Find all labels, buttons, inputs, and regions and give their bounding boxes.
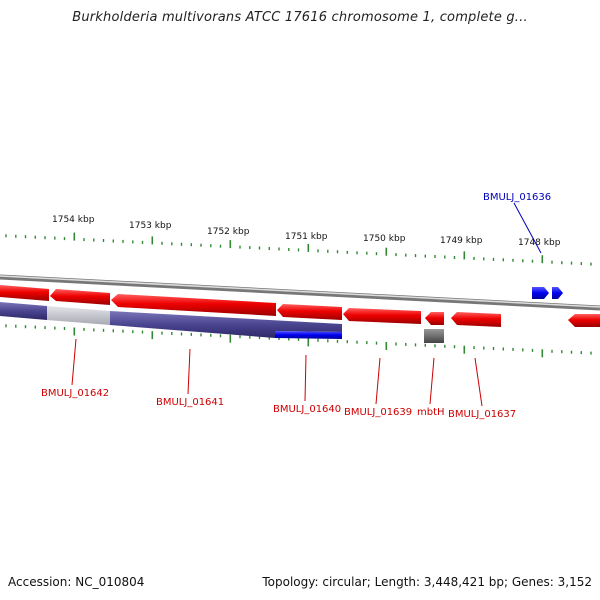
backbone-ring — [0, 274, 600, 311]
leader-line-01640 — [304, 354, 307, 402]
leader-line-01637 — [474, 357, 483, 407]
leader-line-01641 — [187, 348, 191, 395]
scale-label-1748: 1748 kbp — [518, 238, 561, 248]
scale-label-1749: 1749 kbp — [440, 236, 483, 246]
cds-arrow-mbth[interactable] — [425, 312, 444, 325]
gene-label-bmulj-01641[interactable]: BMULJ_01641 — [156, 397, 224, 408]
leader-line-mbth — [429, 357, 435, 405]
gene-label-bmulj-01640[interactable]: BMULJ_01640 — [273, 404, 341, 415]
scale-labels: 1754 kbp 1753 kbp 1752 kbp 1751 kbp 1750… — [52, 215, 561, 248]
feature-gray-block[interactable] — [424, 329, 444, 343]
feature-blue-segment[interactable] — [275, 331, 342, 339]
accession-text: Accession: NC_010804 — [8, 575, 145, 589]
gene-labels[interactable]: BMULJ_01642 BMULJ_01641 BMULJ_01640 BMUL… — [41, 192, 551, 420]
map-title: Burkholderia multivorans ATCC 17616 chro… — [72, 10, 528, 25]
gene-arrow-bmulj-01636-a[interactable] — [532, 287, 549, 299]
leader-lines — [71, 202, 542, 407]
gene-label-bmulj-01637[interactable]: BMULJ_01637 — [448, 409, 516, 420]
cds-arrow-right-edge[interactable] — [568, 314, 600, 327]
cds-arrow-bmulj-01637[interactable] — [451, 312, 501, 327]
cds-arrow-5[interactable] — [343, 308, 421, 324]
leader-line-01642 — [71, 338, 77, 386]
forward-genes[interactable] — [532, 287, 563, 299]
feature-purple-long[interactable] — [110, 311, 342, 338]
cds-arrow-2[interactable] — [50, 289, 110, 305]
backbone-ring-highlight — [0, 275, 600, 308]
gene-label-bmulj-01639[interactable]: BMULJ_01639 — [344, 407, 412, 418]
scale-label-1753: 1753 kbp — [129, 221, 172, 231]
gene-arrow-forward-b[interactable] — [552, 287, 563, 299]
gene-label-bmulj-01642[interactable]: BMULJ_01642 — [41, 388, 109, 399]
scale-label-1754: 1754 kbp — [52, 215, 95, 225]
reverse-cds-track[interactable] — [0, 285, 600, 327]
cds-arrow-4[interactable] — [277, 304, 342, 320]
feature-purple-left[interactable] — [0, 302, 47, 320]
leader-line-01639 — [375, 357, 381, 405]
feature-track[interactable] — [0, 302, 444, 343]
genome-stats-text: Topology: circular; Length: 3,448,421 bp… — [262, 575, 592, 589]
scale-label-1751: 1751 kbp — [285, 232, 328, 242]
inner-scale-ticks — [5, 324, 592, 358]
scale-label-1750: 1750 kbp — [363, 234, 406, 244]
outer-scale-ticks — [5, 232, 592, 266]
cds-arrow-1[interactable] — [0, 285, 49, 301]
cds-arrow-3[interactable] — [111, 294, 276, 316]
feature-light-segment[interactable] — [47, 306, 110, 325]
gene-label-bmulj-01636[interactable]: BMULJ_01636 — [483, 192, 551, 203]
gene-label-mbth[interactable]: mbtH — [417, 407, 445, 418]
scale-label-1752: 1752 kbp — [207, 227, 250, 237]
leader-line-01636 — [513, 202, 542, 254]
